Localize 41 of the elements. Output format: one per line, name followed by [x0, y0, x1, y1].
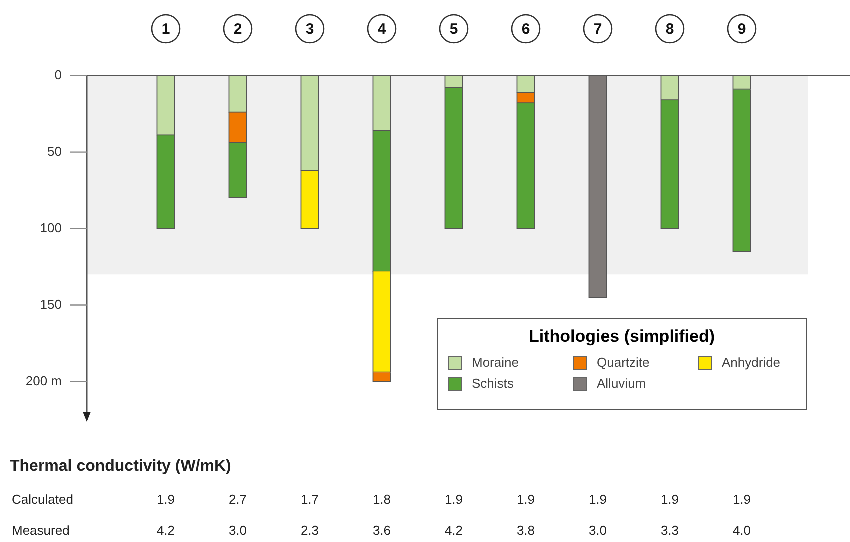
x-tick-label: 2 — [234, 20, 242, 38]
x-tick-label: 4 — [378, 20, 387, 38]
text: 3.0 — [228, 523, 248, 538]
text: 1.9 — [588, 492, 608, 507]
y-tick-label: 50 — [48, 144, 62, 159]
x-tick-label: 8 — [666, 20, 674, 38]
text: 1.9 — [660, 492, 680, 507]
text: 2.3 — [300, 523, 320, 538]
legend-label: Quartzite — [597, 355, 650, 370]
text: 1.9 — [516, 492, 536, 507]
text: 3.0 — [588, 523, 608, 538]
y-tick-label: 150 — [40, 296, 62, 312]
legend-label: Anhydride — [722, 355, 781, 370]
legend-label: Schists — [472, 376, 514, 391]
y-tick-label: 0 — [54, 67, 62, 82]
text: 1.9 — [732, 492, 752, 507]
legend-label: Moraine — [472, 355, 519, 370]
text: 4.2 — [156, 523, 176, 538]
text: 4.0 — [732, 523, 752, 538]
text: Thermal conductivity (W/mK) — [10, 458, 232, 476]
text: 3.8 — [516, 523, 536, 538]
text: 1.7 — [300, 492, 320, 507]
text: 1.8 — [372, 492, 392, 507]
x-tick-label: 6 — [522, 20, 530, 38]
text: 4.2 — [444, 523, 464, 538]
legend-title: Lithologies (simplified) — [528, 327, 716, 347]
y-tick-label: 100 — [40, 220, 62, 236]
text: 1.9 — [444, 492, 464, 507]
text: Calculated — [12, 492, 74, 507]
y-tick-label: 200 m — [26, 373, 62, 388]
text: 3.6 — [372, 523, 392, 538]
x-tick-label: 3 — [306, 20, 314, 38]
text: 1.9 — [156, 492, 176, 507]
legend-label: Alluvium — [597, 376, 646, 391]
x-tick-label: 1 — [162, 20, 170, 38]
text: 2.7 — [228, 492, 248, 507]
x-tick-label: 9 — [738, 20, 746, 38]
text: Measured — [12, 523, 70, 538]
text: 3.3 — [660, 523, 680, 538]
x-tick-label: 5 — [450, 20, 458, 38]
x-tick-label: 7 — [594, 20, 602, 38]
